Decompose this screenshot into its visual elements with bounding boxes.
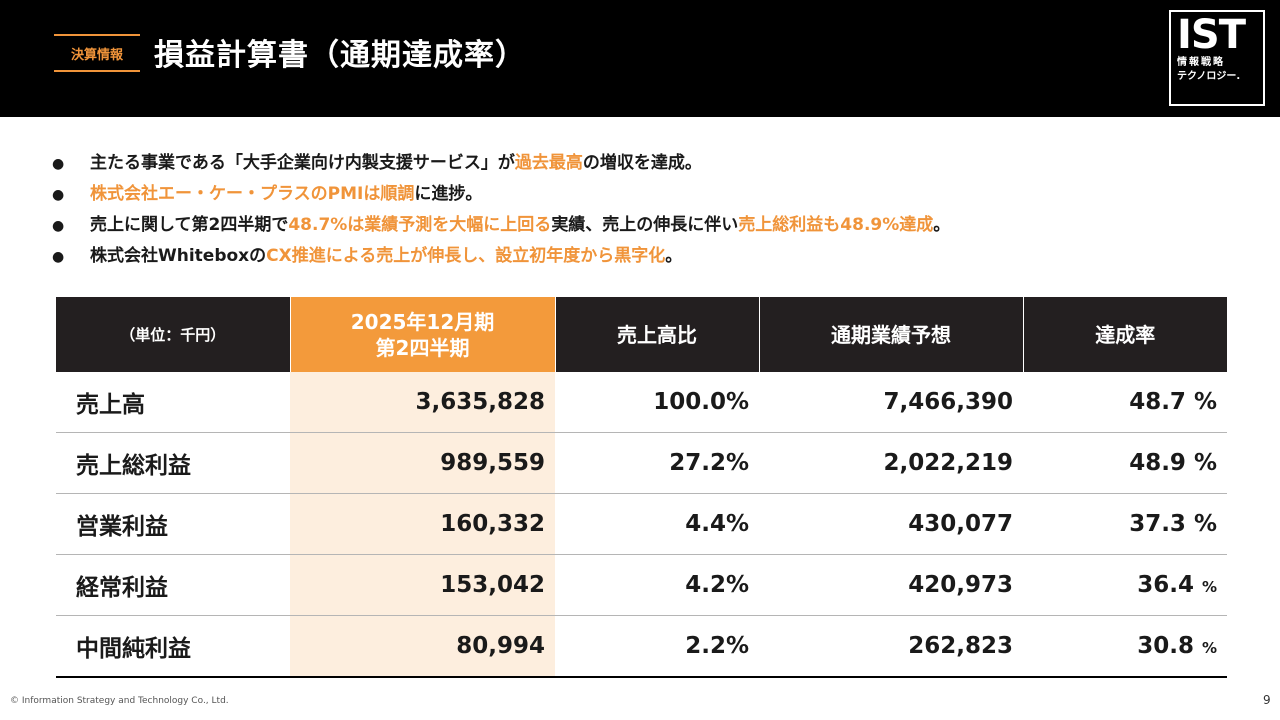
- page-number: 9: [1263, 693, 1271, 707]
- section-tag: 決算情報: [54, 34, 140, 72]
- sales-ratio: 4.4%: [555, 493, 759, 555]
- bullet-text: に進捗。: [414, 184, 483, 204]
- forecast-header: 通期業績予想: [759, 297, 1024, 372]
- table-header-row: （単位：千円） 2025年12月期 第2四半期 売上高比 通期業績予想 達成率: [56, 297, 1227, 372]
- bullet-text: の増収を達成。: [582, 153, 702, 173]
- table-row: 営業利益 160,332 4.4% 430,077 37.3 %: [56, 493, 1227, 555]
- sales-ratio: 27.2%: [555, 432, 759, 494]
- logo-mark: IST: [1177, 12, 1246, 58]
- bullet-text: 主たる事業である「大手企業向け内製支援サービス」が: [90, 153, 515, 173]
- forecast-value: 7,466,390: [759, 372, 1023, 433]
- bullet-dot-icon: ●: [52, 249, 65, 265]
- sales-ratio: 100.0%: [555, 372, 759, 433]
- bullet-highlight-text: 株式会社エー・ケー・プラスのPMIは順調: [90, 184, 415, 204]
- sales-ratio: 2.2%: [555, 615, 759, 678]
- forecast-value: 2,022,219: [759, 432, 1023, 494]
- company-logo: IST 情報戦略 テクノロジー.: [1169, 10, 1265, 106]
- achievement-rate: 48.7 %: [1023, 372, 1227, 433]
- row-label: 営業利益: [56, 493, 290, 555]
- period-header-line1: 2025年12月期: [350, 309, 495, 334]
- sales-ratio: 4.2%: [555, 554, 759, 616]
- bullet-item: ● 株式会社エー・ケー・プラスのPMIは順調に進捗。: [52, 179, 950, 210]
- ratio-header: 売上高比: [555, 297, 760, 372]
- table-row: 経常利益 153,042 4.2% 420,973 36.4 %: [56, 554, 1227, 616]
- table-row: 中間純利益 80,994 2.2% 262,823 30.8 %: [56, 615, 1227, 678]
- bullet-highlight-text: 48.7%は業績予測を大幅に上回る: [288, 215, 552, 235]
- period-header: 2025年12月期 第2四半期: [290, 297, 556, 372]
- achievement-rate: 37.3 %: [1023, 493, 1227, 555]
- row-label: 売上高: [56, 372, 290, 433]
- bullet-highlight-text: 過去最高: [514, 153, 583, 173]
- achievement-rate: 48.9 %: [1023, 432, 1227, 494]
- bullet-dot-icon: ●: [52, 218, 65, 234]
- page-title: 損益計算書（通期達成率）: [154, 38, 526, 73]
- period-value: 160,332: [290, 493, 555, 555]
- bullet-text: 株式会社Whiteboxの: [90, 246, 267, 266]
- forecast-value: 430,077: [759, 493, 1023, 555]
- forecast-value: 420,973: [759, 554, 1023, 616]
- bullet-item: ● 株式会社WhiteboxのCX推進による売上が伸長し、設立初年度から黒字化。: [52, 241, 950, 272]
- slide-header: 決算情報 損益計算書（通期達成率） IST 情報戦略 テクノロジー.: [0, 0, 1280, 117]
- period-value: 989,559: [290, 432, 555, 494]
- copyright-footer: © Information Strategy and Technology Co…: [10, 696, 229, 706]
- achievement-rate: 36.4 %: [1023, 554, 1227, 616]
- period-value: 80,994: [290, 615, 555, 678]
- bullet-item: ● 売上に関して第2四半期で48.7%は業績予測を大幅に上回る実績、売上の伸長に伴…: [52, 210, 950, 241]
- table-row: 売上総利益 989,559 27.2% 2,022,219 48.9 %: [56, 432, 1227, 494]
- income-statement-table: （単位：千円） 2025年12月期 第2四半期 売上高比 通期業績予想 達成率 …: [56, 297, 1227, 678]
- period-value: 3,635,828: [290, 372, 555, 433]
- bullet-text: 売上に関して第2四半期で: [90, 215, 289, 235]
- logo-subtitle-2: テクノロジー.: [1177, 71, 1241, 82]
- bullet-text: 実績、売上の伸長に伴い: [551, 215, 739, 235]
- bullet-dot-icon: ●: [52, 187, 65, 203]
- table-row: 売上高 3,635,828 100.0% 7,466,390 48.7 %: [56, 372, 1227, 433]
- forecast-value: 262,823: [759, 615, 1023, 678]
- period-value: 153,042: [290, 554, 555, 616]
- bullet-text: 。: [933, 215, 951, 235]
- bullet-dot-icon: ●: [52, 156, 65, 172]
- bullet-text: 。: [665, 246, 683, 266]
- achievement-header: 達成率: [1023, 297, 1227, 372]
- row-label: 売上総利益: [56, 432, 290, 494]
- row-label: 中間純利益: [56, 615, 290, 678]
- achievement-rate: 30.8 %: [1023, 615, 1227, 678]
- bullet-highlight-text: 売上総利益も48.9%達成: [738, 215, 934, 235]
- highlight-bullets: ● 主たる事業である「大手企業向け内製支援サービス」が過去最高の増収を達成。 ● 株…: [52, 148, 950, 272]
- row-label: 経常利益: [56, 554, 290, 616]
- unit-header: （単位：千円）: [56, 297, 291, 372]
- logo-subtitle-1: 情報戦略: [1177, 57, 1225, 68]
- bullet-highlight-text: CX推進による売上が伸長し、設立初年度から黒字化: [266, 246, 666, 266]
- period-header-line2: 第2四半期: [375, 335, 470, 360]
- bullet-item: ● 主たる事業である「大手企業向け内製支援サービス」が過去最高の増収を達成。: [52, 148, 950, 179]
